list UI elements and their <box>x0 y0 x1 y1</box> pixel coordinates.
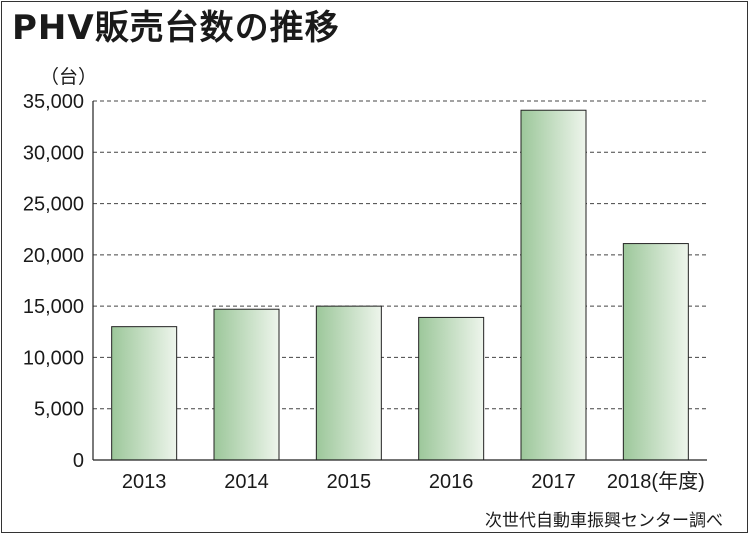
bar-2018 <box>622 243 689 461</box>
x-tick-label: 2015 <box>327 471 372 493</box>
bar-2014 <box>213 308 280 461</box>
axes <box>92 101 707 461</box>
x-axis-unit-label: (年度) <box>651 470 704 493</box>
x-tick-label: 2017 <box>531 471 576 493</box>
x-tick-label: 2018(年度) <box>607 470 705 493</box>
chart-title: PHV販売台数の推移 <box>12 8 340 48</box>
x-tick-label: 2014 <box>224 471 269 493</box>
x-tick-label: 2016 <box>429 471 474 493</box>
y-axis-unit-label: （台） <box>40 66 98 88</box>
y-tick-label: 20,000 <box>23 245 84 267</box>
x-tick-label: 2013 <box>122 471 167 493</box>
y-tick-labels: 0 5,000 10,000 15,000 20,000 25,000 30,000 35,0… <box>23 91 84 472</box>
y-tick-label: 15,000 <box>23 296 84 318</box>
bar-2016 <box>418 316 485 461</box>
bar-2015 <box>315 305 382 461</box>
bar-2017 <box>520 109 587 461</box>
x-tick-labels: 2013 2014 2015 2016 2017 2018(年度) <box>122 470 705 493</box>
bars <box>111 109 689 461</box>
y-tick-label: 10,000 <box>23 347 84 369</box>
y-tick-label: 5,000 <box>34 399 84 421</box>
source-note: 次世代自動車振興センター調べ <box>485 511 723 531</box>
bar-2013 <box>111 326 178 461</box>
y-tick-label: 25,000 <box>23 194 84 216</box>
y-tick-label: 30,000 <box>23 142 84 164</box>
y-tick-label: 0 <box>73 450 84 472</box>
grid-lines <box>93 100 707 410</box>
y-tick-label: 35,000 <box>23 91 84 113</box>
